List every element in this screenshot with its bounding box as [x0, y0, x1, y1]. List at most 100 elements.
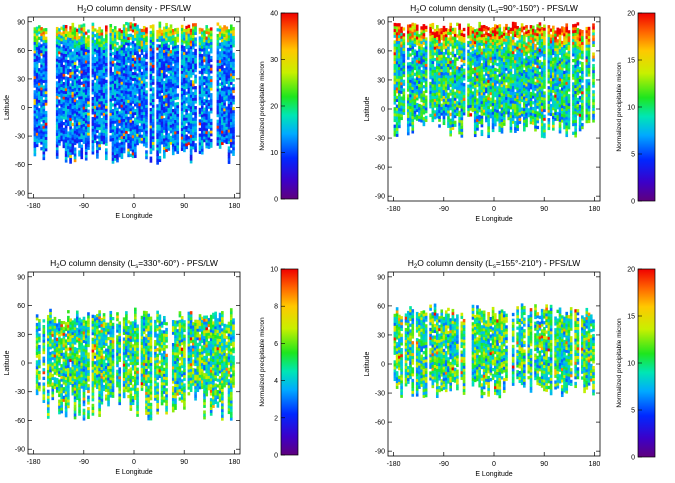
heatmap-cell [498, 53, 502, 57]
heatmap-cell [218, 88, 222, 92]
heatmap-cell [200, 96, 204, 101]
heatmap-cell [498, 73, 502, 77]
heatmap-cell [35, 52, 39, 56]
heatmap-cell [62, 47, 66, 51]
heatmap-cell [64, 45, 68, 49]
heatmap-cell [80, 155, 84, 160]
heatmap-cell [467, 87, 470, 91]
heatmap-cell [185, 143, 188, 147]
heatmap-cell [125, 136, 128, 140]
heatmap-cell [511, 88, 515, 92]
heatmap-cell [35, 138, 39, 142]
heatmap-cell [174, 51, 177, 55]
heatmap-cell [433, 116, 437, 120]
heatmap-cell [402, 111, 406, 115]
heatmap-cell [485, 101, 488, 105]
heatmap-cell [433, 28, 437, 33]
heatmap-cell [429, 87, 432, 91]
heatmap-cell [444, 97, 448, 102]
heatmap-cell [440, 28, 444, 32]
heatmap-cell [55, 106, 59, 111]
heatmap-cell [111, 140, 115, 144]
heatmap-cell [44, 85, 48, 89]
heatmap-cell [433, 86, 437, 91]
heatmap-cell [104, 131, 108, 135]
heatmap-cell [38, 128, 41, 132]
heatmap-cell [165, 108, 168, 112]
heatmap-cell [393, 101, 397, 105]
heatmap-cell [453, 30, 457, 34]
heatmap-cell [60, 120, 63, 125]
heatmap-cell [82, 97, 86, 102]
heatmap-cell [40, 132, 43, 137]
heatmap-cell [451, 30, 455, 35]
heatmap-cell [469, 60, 473, 65]
heatmap-cell [158, 67, 162, 71]
heatmap-cell [400, 49, 403, 54]
heatmap-cell [55, 81, 59, 85]
heatmap-cell [511, 24, 515, 28]
heatmap-cell [80, 30, 84, 34]
heatmap-cell [456, 101, 459, 105]
heatmap-cell [509, 56, 513, 61]
heatmap-cell [469, 57, 473, 62]
heatmap-cell [460, 102, 464, 106]
heatmap-cell [125, 36, 128, 40]
heatmap-cell [93, 71, 97, 75]
heatmap-cell [149, 47, 153, 52]
heatmap-cell [514, 115, 517, 119]
heatmap-cell [183, 100, 186, 104]
heatmap-cell [480, 112, 484, 116]
heatmap-cell [100, 43, 104, 47]
heatmap-cell [469, 72, 473, 76]
heatmap-cell [489, 88, 493, 93]
heatmap-cell [480, 77, 484, 81]
heatmap-cell [511, 76, 515, 81]
heatmap-cell [100, 129, 104, 133]
heatmap-cell [136, 61, 139, 66]
heatmap-cell [482, 109, 486, 113]
heatmap-cell [509, 36, 513, 40]
heatmap-cell [122, 47, 126, 51]
heatmap-cell [476, 89, 479, 93]
heatmap-cell [429, 76, 432, 80]
heatmap-cell [393, 130, 397, 134]
heatmap-cell [156, 55, 159, 59]
heatmap-cell [44, 116, 48, 120]
heatmap-cell [62, 64, 66, 69]
heatmap-cell [111, 131, 115, 136]
heatmap-cell [104, 79, 108, 83]
heatmap-cell [138, 65, 142, 69]
heatmap-cell [44, 148, 48, 152]
heatmap-cell [424, 104, 428, 108]
heatmap-cell [60, 115, 63, 119]
heatmap-cell [125, 87, 128, 91]
heatmap-cell [174, 73, 177, 78]
heatmap-cell [55, 138, 59, 142]
heatmap-cell [507, 70, 511, 74]
heatmap-cell [58, 93, 61, 98]
heatmap-cell [84, 51, 88, 55]
heatmap-cell [38, 130, 41, 135]
heatmap-cell [518, 53, 522, 58]
heatmap-cell [176, 27, 180, 32]
heatmap-cell [225, 66, 229, 70]
heatmap-cell [200, 36, 204, 41]
heatmap-cell [78, 101, 81, 106]
heatmap-cell [440, 92, 444, 96]
heatmap-cell [116, 113, 119, 117]
heatmap-cell [482, 56, 486, 61]
heatmap-cell [71, 91, 75, 95]
heatmap-cell [218, 42, 222, 46]
heatmap-cell [473, 93, 477, 97]
heatmap-cell [473, 110, 477, 114]
heatmap-cell [176, 39, 180, 43]
heatmap-cell [216, 82, 220, 86]
heatmap-cell [136, 56, 139, 60]
heatmap-cell [473, 130, 477, 135]
heatmap-cell [420, 84, 423, 88]
heatmap-cell [480, 118, 484, 122]
heatmap-cell [35, 66, 39, 70]
